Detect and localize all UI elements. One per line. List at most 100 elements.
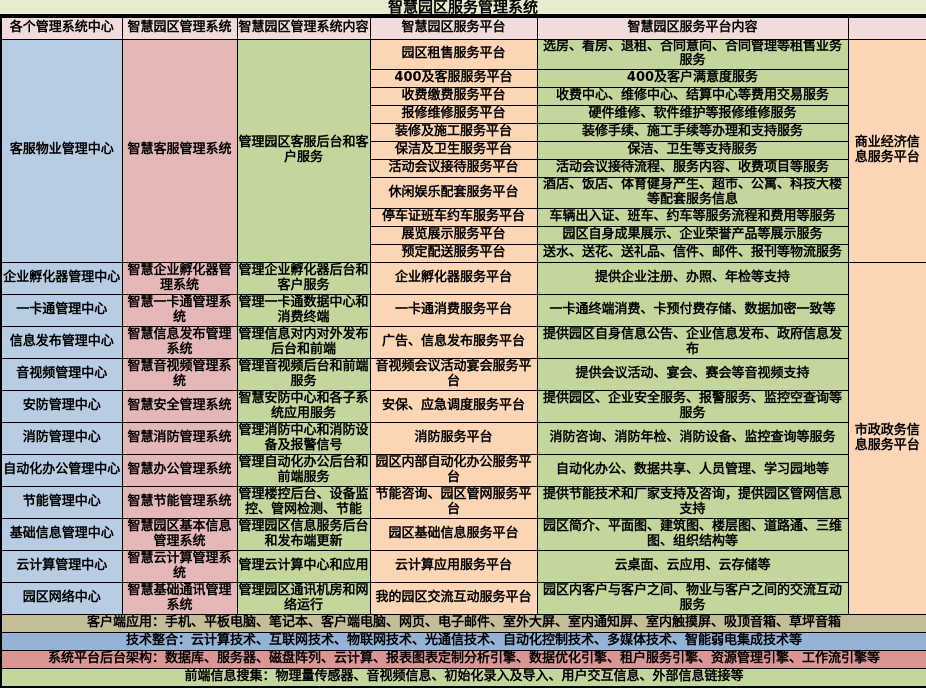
footer-row-tech-integration: 技术整合：云计算技术、互联网技术、物联网技术、光通信技术、自动化控制技术、多媒体… [0, 632, 926, 652]
service-management-table: 各个管理系统中心 智慧园区管理系统 智慧园区管理系统内容 智慧园区服务平台 智慧… [0, 16, 926, 688]
cell-system: 智慧安全管理系统 [121, 390, 238, 424]
cell-platform: 400及客服服务平台 [369, 69, 538, 89]
cell-system: 智慧一卡通管理系统 [121, 294, 238, 328]
cell-platform: 园区租售服务平台 [369, 38, 538, 71]
cell-center: 音视频管理中心 [0, 358, 123, 392]
table-row: 收费缴费服务平台 收费中心、维修中心、结算中心等费用交易服务 [1, 87, 926, 107]
cell-system-content: 管理园区信息服务后台和发布端更新 [236, 518, 371, 552]
cell-system: 智慧音视频管理系统 [121, 358, 238, 392]
cell-system: 智慧企业孵化器管理系统 [121, 262, 238, 296]
table-row: 音视频管理中心 智慧音视频管理系统 管理音视频后台和前端服务 音视频会议活动宴会… [0, 358, 926, 392]
cell-platform-content: 提供园区自身信息公告、企业信息发布、政府信息发布 [536, 326, 849, 360]
footer-row-client-apps: 客户端应用：手机、平板电脑、笔记本、客户端电脑、网页、电子邮件、室外大屏、室内通… [0, 614, 926, 634]
footer-text: 客户端应用：手机、平板电脑、笔记本、客户端电脑、网页、电子邮件、室外大屏、室内通… [0, 614, 926, 634]
cell-center: 企业孵化器管理中心 [0, 262, 123, 296]
cell-platform-content: 园区自身成果展示、企业荣誉产品等展示服务 [536, 226, 849, 246]
cell-platform: 保洁及卫生服务平台 [369, 141, 538, 161]
table-row: 客服物业管理中心 智慧客服管理系统 管理园区客服后台和客户服务 园区租售服务平台… [0, 38, 926, 264]
cell-platform: 我的园区交流互动服务平台 [369, 582, 538, 616]
cell-platform-content: 提供企业注册、办照、年检等支持 [536, 262, 849, 296]
cell-platform-content: 提供节能技术和厂家支持及咨询，提供园区管网信息支持 [536, 486, 849, 520]
cell-platform: 报修维修服务平台 [369, 105, 538, 125]
cell-system-content: 管理楼控后台、设备监控、管网检测、节能 [236, 486, 371, 520]
column-header-systems: 智慧园区管理系统 [121, 16, 238, 40]
cell-platform-content: 收费中心、维修中心、结算中心等费用交易服务 [536, 87, 849, 107]
cell-platform: 一卡通消费服务平台 [369, 294, 538, 328]
cell-platform: 云计算应用服务平台 [369, 550, 538, 584]
cell-center: 园区网络中心 [0, 582, 123, 616]
cell-system-content: 管理自动化办公后台和前端服务 [236, 454, 371, 488]
cell-center: 自动化办公管理中心 [0, 454, 123, 488]
cell-platform: 园区基础信息服务平台 [369, 518, 538, 552]
table-row: 信息发布管理中心 智慧信息发布管理系统 管理信息对内对外发布后台和前端 广告、信… [0, 326, 926, 360]
cell-platform-content: 一卡通终端消费、卡预付费存储、数据加密一致等 [536, 294, 849, 328]
cell-platform-content: 送水、送花、送礼品、信件、邮件、报刊等物流服务 [536, 244, 849, 264]
cell-system-content: 管理园区客服后台和客户服务 [236, 38, 371, 264]
cell-system-content: 管理园区通讯机房和网络运行 [236, 582, 371, 616]
cell-center: 安防管理中心 [0, 390, 123, 424]
footer-row-frontend-collection: 前端信息搜集：物理量传感器、音视频信息、初始化录入及导入、用户交互信息、外部信息… [0, 668, 926, 688]
cell-system: 智慧消防管理系统 [121, 422, 238, 456]
cell-platform: 收费缴费服务平台 [369, 87, 538, 107]
footer-text: 技术整合：云计算技术、互联网技术、物联网技术、光通信技术、自动化控制技术、多媒体… [0, 632, 926, 652]
cell-platform-content: 酒店、饭店、体育健身产生、超市、公寓、科技大楼等配套服务信息 [536, 177, 849, 210]
cell-center: 云计算管理中心 [0, 550, 123, 584]
cell-platform-content: 400及客户满意度服务 [536, 69, 849, 89]
cell-platform-content: 硬件维修、软件维护等报修维修服务 [536, 105, 849, 125]
cell-center: 基础信息管理中心 [0, 518, 123, 552]
cell-system: 智慧云计算管理系统 [121, 550, 238, 584]
cell-side-platform-business: 商业经济信息服务平台 [847, 38, 926, 264]
cell-platform-content: 装修手续、施工手续等办理和支持服务 [536, 123, 849, 143]
cell-system-content: 管理云计算中心和应用 [236, 550, 371, 584]
cell-platform: 广告、信息发布服务平台 [369, 326, 538, 360]
cell-center: 消防管理中心 [0, 422, 123, 456]
cell-center: 信息发布管理中心 [0, 326, 123, 360]
cell-center: 客服物业管理中心 [0, 38, 123, 264]
cell-platform-content: 园区内客户与客户之间、物业与客户之间的交流互动服务 [536, 582, 849, 616]
cell-platform-content: 园区简介、平面图、建筑图、楼层图、道路通、三维图、组织结构等 [536, 518, 849, 552]
cell-platform: 消防服务平台 [369, 422, 538, 456]
column-header-platforms: 智慧园区服务平台 [369, 16, 538, 40]
table-row: 400及客服服务平台 400及客户满意度服务 [1, 69, 926, 89]
cell-platform-content: 自动化办公、数据共享、人员管理、学习园地等 [536, 454, 849, 488]
cell-side-platform-municipal: 市政政务信息服务平台 [847, 262, 926, 616]
cell-platform-content: 提供会议活动、宴会、赛会等音视频支持 [536, 358, 849, 392]
footer-text: 系统平台后台架构：数据库、服务器、磁盘阵列、云计算、报表图表定制分析引擎、数据优… [0, 650, 926, 670]
table-row: 保洁及卫生服务平台 保洁、卫生等支持服务 [1, 141, 926, 161]
header-row: 各个管理系统中心 智慧园区管理系统 智慧园区管理系统内容 智慧园区服务平台 智慧… [0, 16, 926, 40]
cell-platform: 装修及施工服务平台 [369, 123, 538, 143]
cell-platform: 预定配送服务平台 [369, 244, 538, 264]
cell-platform-content: 车辆出入证、班车、约车等服务流程和费用等服务 [536, 208, 849, 228]
cell-platform-content: 消防咨询、消防年检、消防设备、监控查询等服务 [536, 422, 849, 456]
cell-platform-content: 选房、看房、退租、合同意向、合同管理等租售业务服务 [536, 38, 849, 71]
footer-text: 前端信息搜集：物理量传感器、音视频信息、初始化录入及导入、用户交互信息、外部信息… [0, 668, 926, 688]
cell-system: 智慧园区基本信息管理系统 [121, 518, 238, 552]
table-row: 自动化办公管理中心 智慧办公管理系统 管理自动化办公后台和前端服务 园区内部自动… [0, 454, 926, 488]
cell-platform: 音视频会议活动宴会服务平台 [369, 358, 538, 392]
cell-platform: 企业孵化器服务平台 [369, 262, 538, 296]
cell-system: 智慧办公管理系统 [121, 454, 238, 488]
column-header-platform-content: 智慧园区服务平台内容 [536, 16, 849, 40]
cell-platform: 活动会议接待服务平台 [369, 159, 538, 179]
table-row: 安防管理中心 智慧安全管理系统 智慧安防中心和各子系统应用服务 安保、应急调度服… [0, 390, 926, 424]
cell-center: 一卡通管理中心 [0, 294, 123, 328]
table-row: 一卡通管理中心 智慧一卡通管理系统 管理一卡通数据中心和消费终端 一卡通消费服务… [0, 294, 926, 328]
cell-system-content: 智慧安防中心和各子系统应用服务 [236, 390, 371, 424]
cell-system-content: 管理信息对内对外发布后台和前端 [236, 326, 371, 360]
cell-platform: 停车证班车约车服务平台 [369, 208, 538, 228]
table-row: 消防管理中心 智慧消防管理系统 管理消防中心和消防设备及报警信号 消防服务平台 … [0, 422, 926, 456]
cell-system-content: 管理一卡通数据中心和消费终端 [236, 294, 371, 328]
cell-platform-content: 活动会议接待流程、服务内容、收费项目等服务 [536, 159, 849, 179]
table-row: 节能管理中心 智慧节能管理系统 管理楼控后台、设备监控、管网检测、节能 节能咨询… [0, 486, 926, 520]
column-header-system-content: 智慧园区管理系统内容 [236, 16, 371, 40]
cell-system: 智慧客服管理系统 [121, 38, 238, 264]
cell-platform: 节能咨询、园区管网服务平台 [369, 486, 538, 520]
table-row: 活动会议接待服务平台 活动会议接待流程、服务内容、收费项目等服务 [1, 159, 926, 179]
cell-platform: 休闲娱乐配套服务平台 [369, 177, 538, 210]
table-row: 云计算管理中心 智慧云计算管理系统 管理云计算中心和应用 云计算应用服务平台 云… [0, 550, 926, 584]
cell-system: 智慧信息发布管理系统 [121, 326, 238, 360]
cell-system-content: 管理企业孵化器后台和客户服务 [236, 262, 371, 296]
cell-platform: 园区内部自动化办公服务平台 [369, 454, 538, 488]
cell-platform: 安保、应急调度服务平台 [369, 390, 538, 424]
cell-platform-content: 提供园区、企业安全服务、报警服务、监控空查询等服务 [536, 390, 849, 424]
